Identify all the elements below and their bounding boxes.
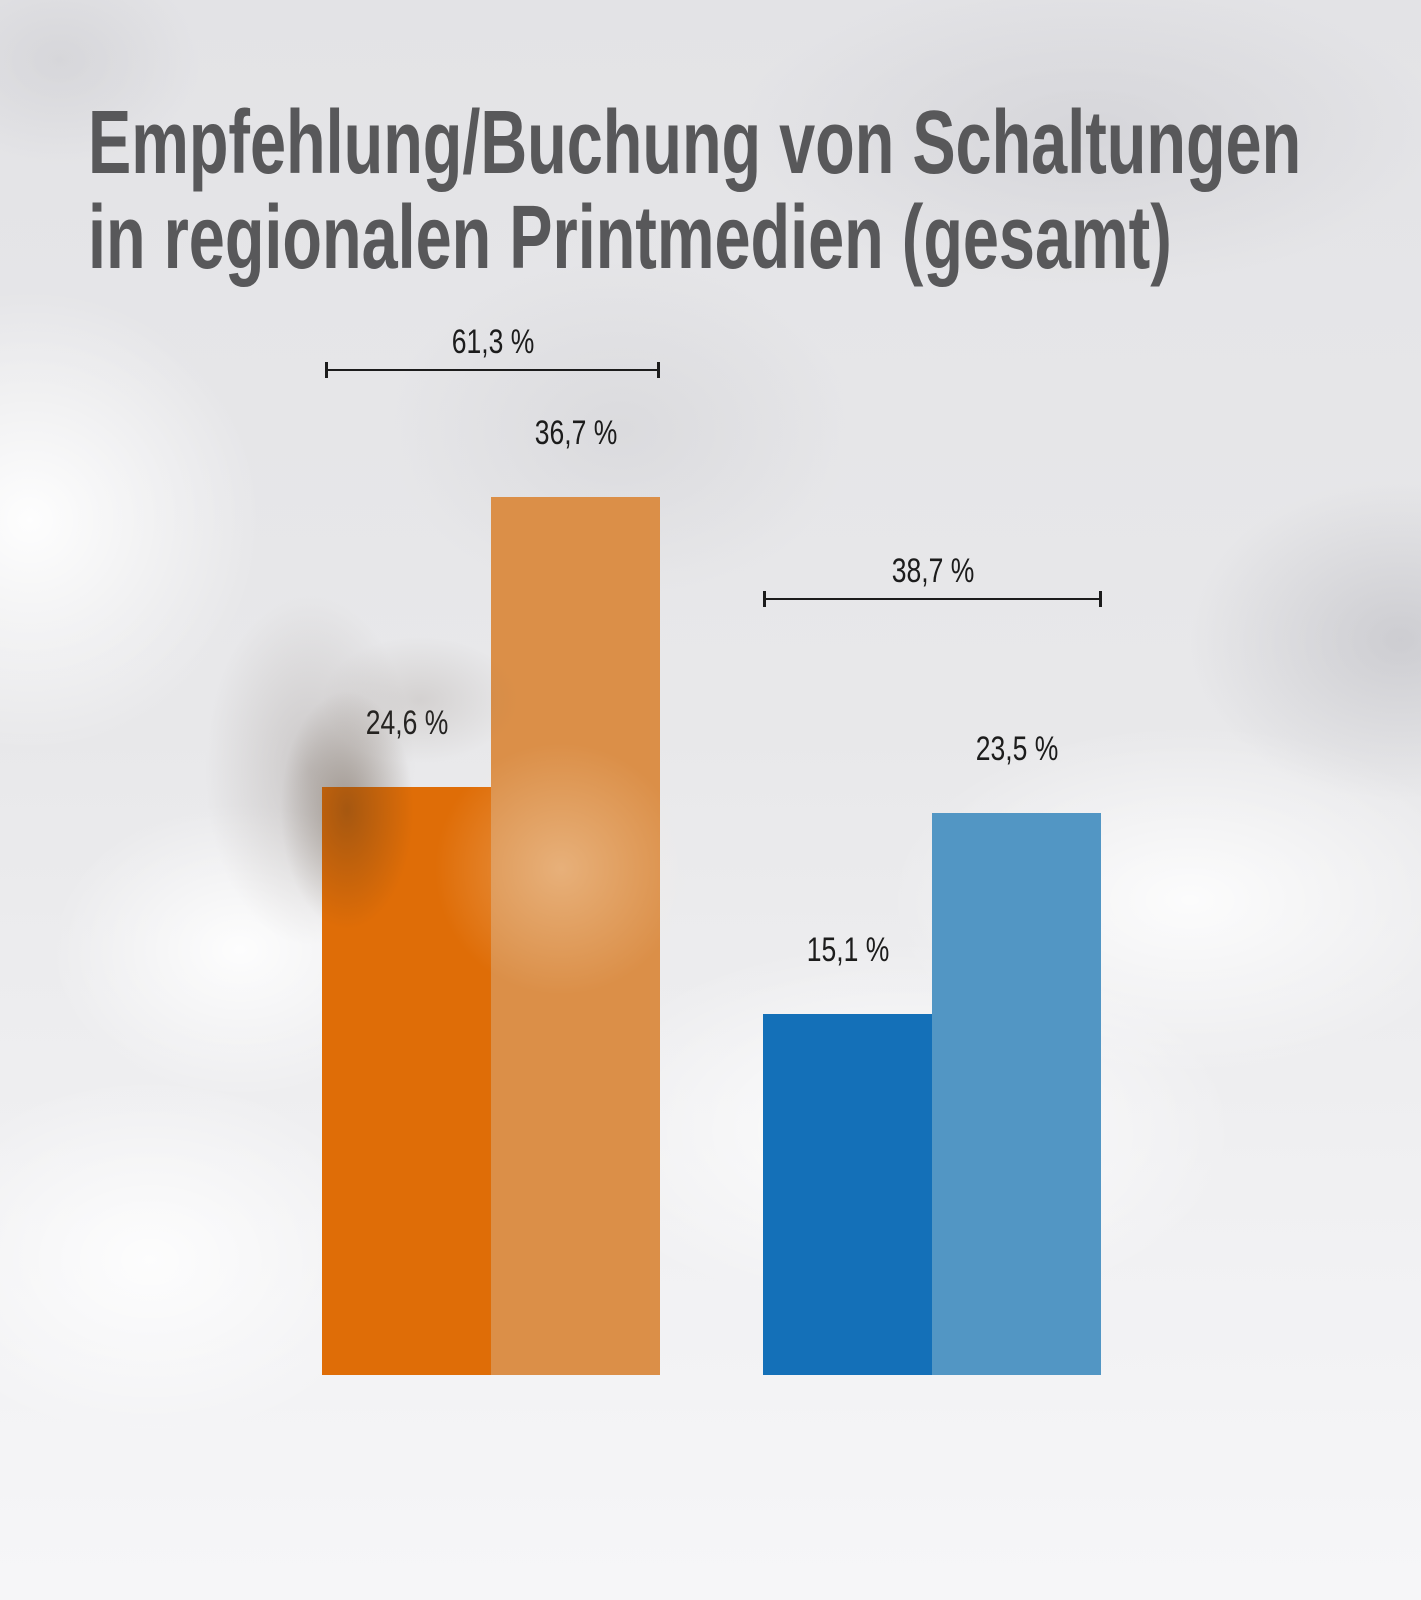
bracket-group-2: [763, 591, 1102, 607]
bracket-line: [763, 598, 1102, 600]
bar-value-label: 24,6 %: [365, 704, 448, 742]
bracket-tick: [763, 591, 766, 607]
bracket-total-label: 38,7 %: [891, 552, 974, 590]
bracket-tick: [1099, 591, 1102, 607]
chart-title-line-2: in regionalen Printmedien (gesamt): [88, 188, 1172, 288]
bracket-tick: [657, 362, 660, 378]
bar-group-1-bar-1: [322, 787, 491, 1375]
bar-group-1-bar-2: [491, 497, 660, 1375]
bar-value-label: 36,7 %: [534, 414, 617, 452]
chart-title: Empfehlung/Buchung von Schaltungen in re…: [88, 96, 1301, 286]
bracket-tick: [325, 362, 328, 378]
bracket-total-label: 61,3 %: [451, 323, 534, 361]
bar-value-label: 15,1 %: [806, 931, 889, 969]
bracket-group-1: [325, 362, 660, 378]
bar-group-2-bar-1: [763, 1014, 932, 1375]
bar-group-2-bar-2: [932, 813, 1101, 1375]
bracket-line: [325, 369, 660, 371]
chart-title-line-1: Empfehlung/Buchung von Schaltungen: [88, 93, 1302, 193]
bar-value-label: 23,5 %: [975, 730, 1058, 768]
